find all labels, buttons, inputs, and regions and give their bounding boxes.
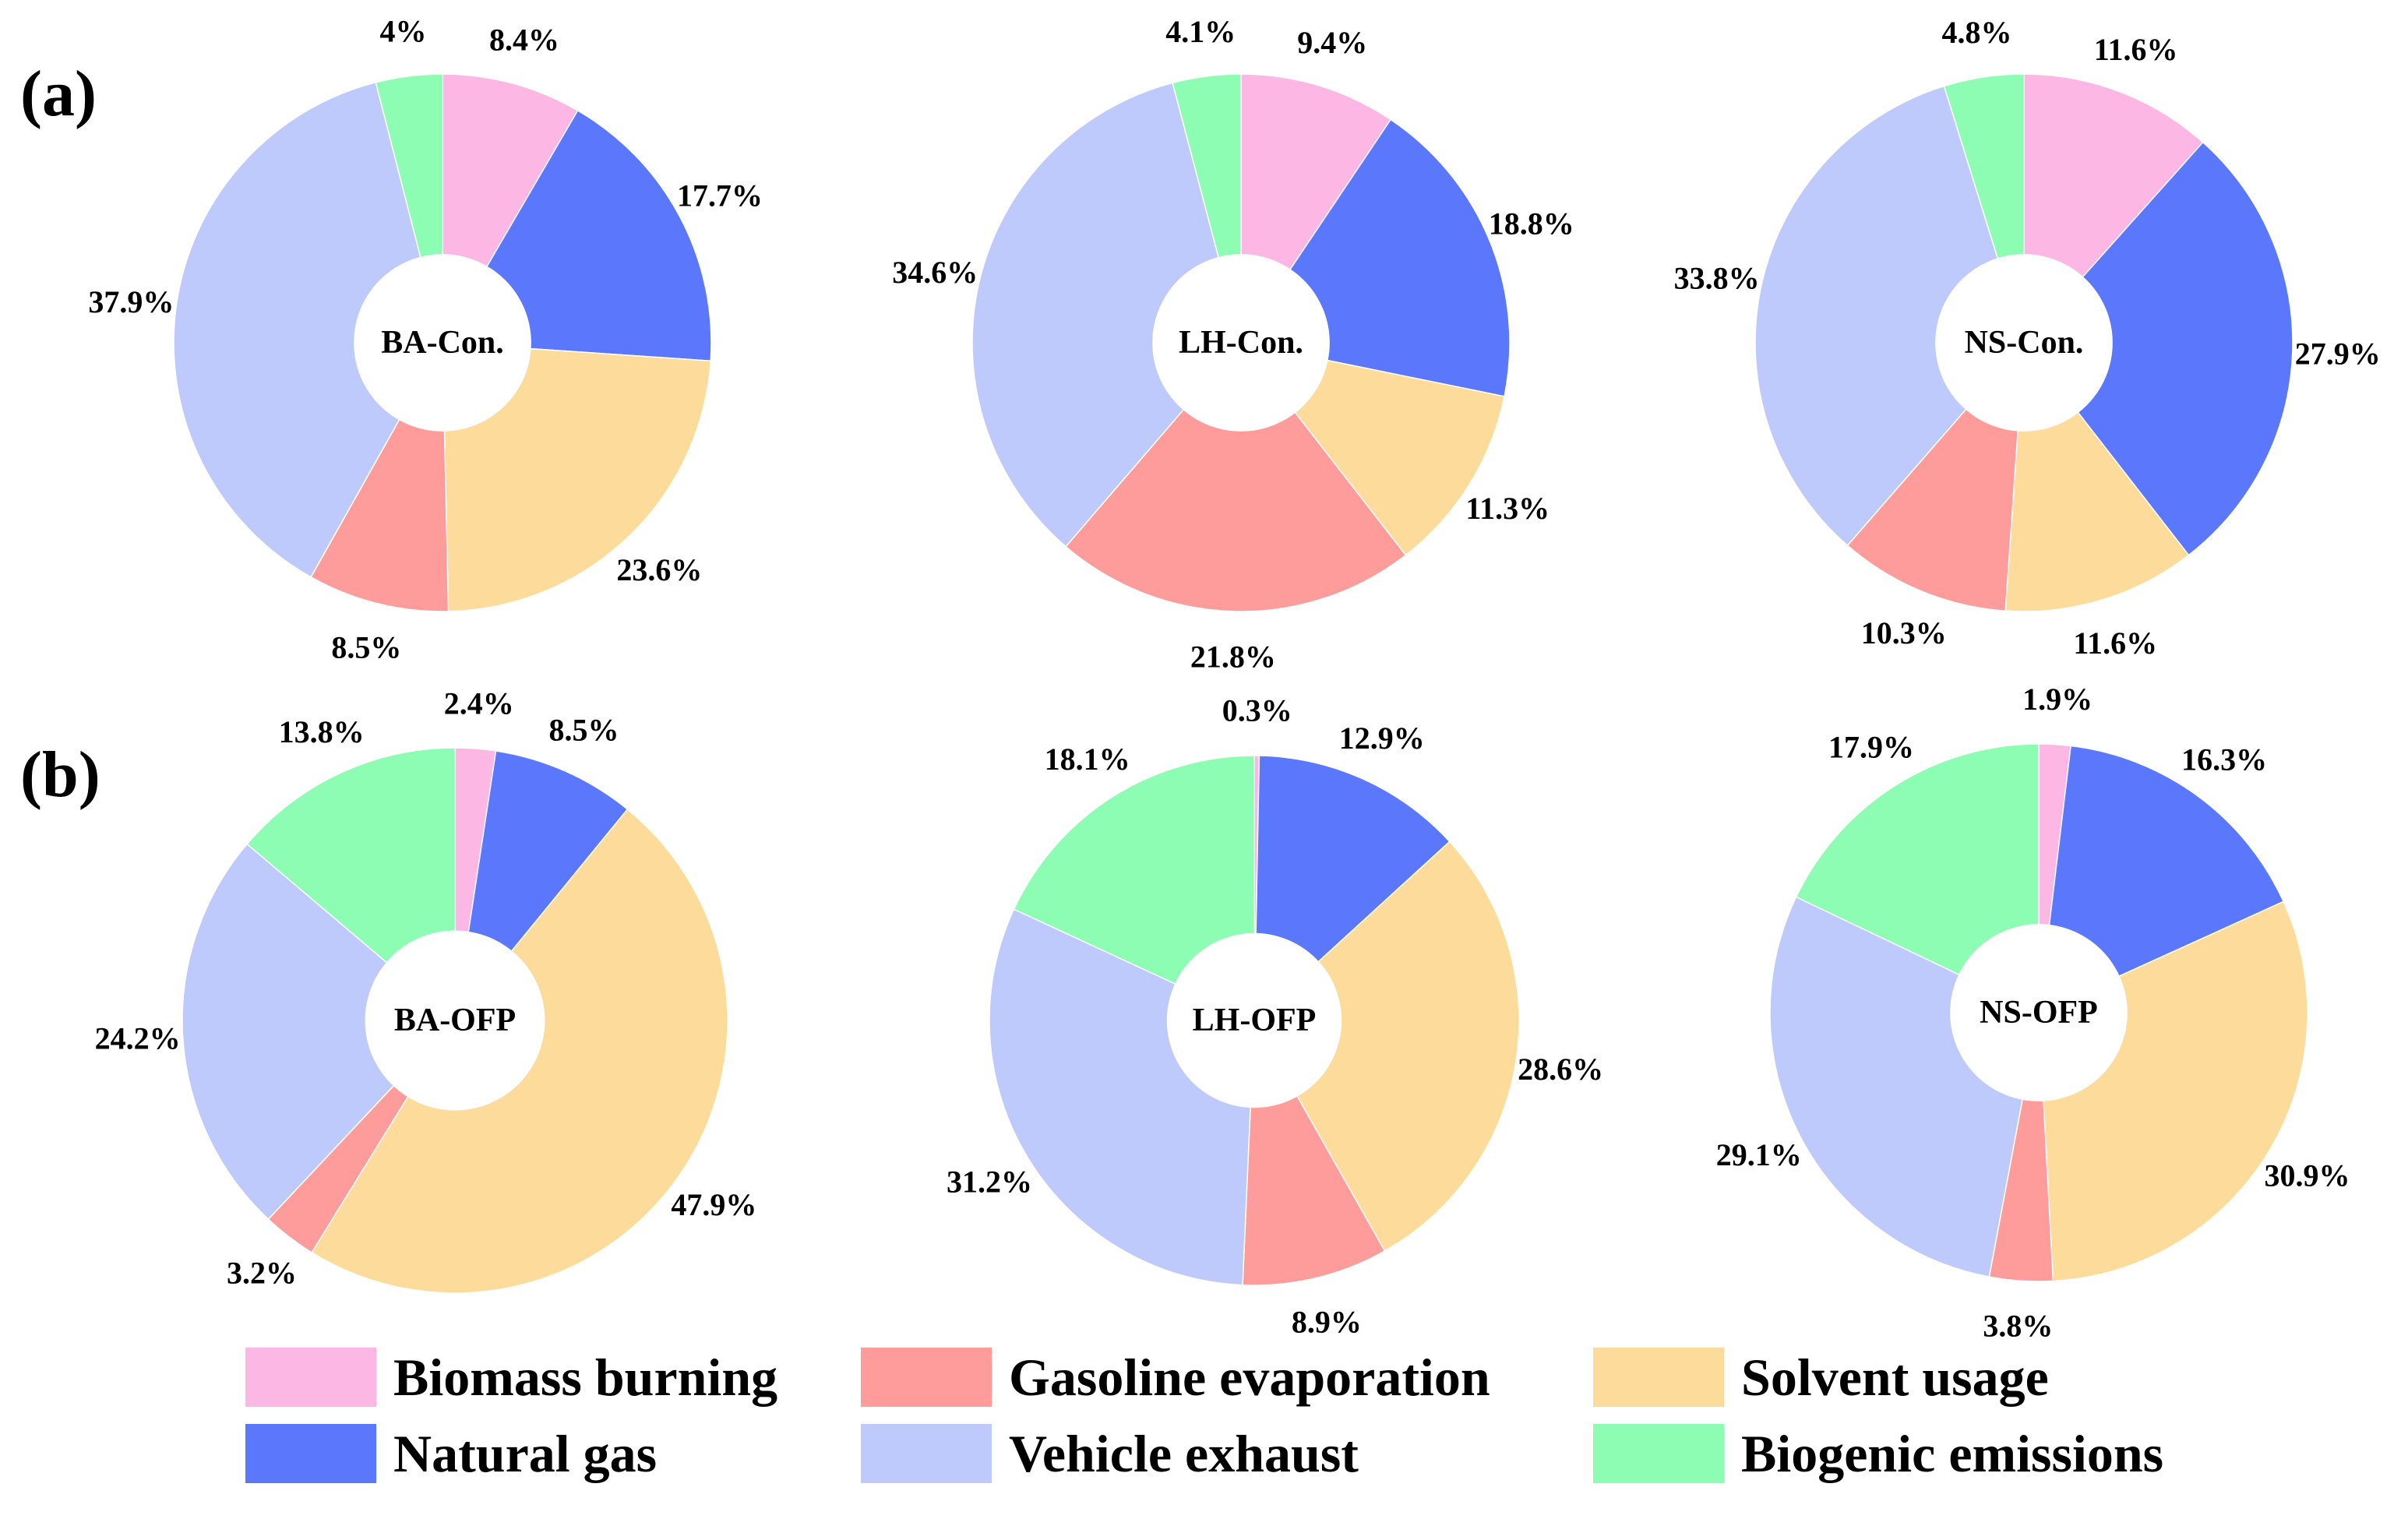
legend-label-gasoline-evaporation: Gasoline evaporation (1009, 1348, 1490, 1407)
slice-ns-con-natural-gas (2023, 141, 2293, 556)
legend: Biomass burning Gasoline evaporation Solve… (245, 1348, 2163, 1483)
pct-label-ba-con-biogenic-emissions: 4% (380, 14, 427, 49)
pct-label-ba-con-biomass-burning: 8.4% (489, 22, 559, 57)
legend-item-biogenic-emissions: Biogenic emissions (1593, 1424, 2163, 1483)
donut-hole-ns-con (1935, 254, 2113, 432)
legend-swatch-gasoline-evaporation (861, 1348, 992, 1407)
slice-lh-ofp-solvent-usage (1253, 841, 1520, 1252)
legend-label-biomass-burning: Biomass burning (393, 1348, 777, 1407)
center-label-lh-ofp: LH-OFP (1193, 1003, 1317, 1038)
pct-label-ba-con-natural-gas: 17.7% (677, 178, 763, 213)
pct-label-ns-con-gasoline-evaporation: 10.3% (1861, 615, 1947, 650)
pct-label-ns-con-biomass-burning: 11.6% (2094, 32, 2178, 67)
donut-hole-lh-con (1152, 254, 1330, 432)
legend-label-solvent-usage: Solvent usage (1741, 1348, 2049, 1407)
donut-lh-con: 9.4% 18.8% 11.3% 21.8% 34.6% 4.1% LH-Con. (892, 14, 1574, 675)
slice-lh-ofp-biogenic-emissions (1013, 755, 1255, 1022)
pct-label-ns-ofp-biomass-burning: 1.9% (2022, 682, 2092, 717)
pct-label-lh-con-vehicle-exhaust: 34.6% (892, 255, 978, 290)
donut-ns-con: 11.6% 27.9% 11.6% 10.3% 33.8% 4.8% NS-Con. (1674, 15, 2381, 661)
pct-label-lh-ofp-gasoline-evaporation: 8.9% (1292, 1305, 1362, 1340)
pct-label-ba-ofp-solvent-usage: 47.9% (671, 1187, 756, 1222)
pct-label-ba-ofp-gasoline-evaporation: 3.2% (227, 1255, 297, 1290)
legend-label-biogenic-emissions: Biogenic emissions (1741, 1424, 2163, 1483)
pct-label-ns-ofp-biogenic-emissions: 17.9% (1828, 730, 1914, 765)
pct-label-ba-ofp-vehicle-exhaust: 24.2% (95, 1021, 181, 1056)
pct-label-ns-con-biogenic-emissions: 4.8% (1941, 15, 2011, 50)
legend-label-natural-gas: Natural gas (393, 1424, 657, 1483)
pct-label-lh-con-biogenic-emissions: 4.1% (1165, 14, 1236, 49)
pct-label-ba-con-vehicle-exhaust: 37.9% (88, 284, 174, 319)
pct-label-lh-con-natural-gas: 18.8% (1489, 206, 1574, 241)
pct-label-ns-ofp-natural-gas: 16.3% (2181, 742, 2267, 777)
pct-label-ns-ofp-solvent-usage: 30.9% (2264, 1158, 2350, 1193)
donut-hole-ba-con (354, 254, 531, 432)
center-label-lh-con: LH-Con. (1179, 325, 1303, 361)
pct-label-lh-ofp-biogenic-emissions: 18.1% (1045, 742, 1130, 777)
center-label-ns-con: NS-Con. (1965, 325, 2084, 361)
pct-label-ns-con-solvent-usage: 11.6% (2073, 626, 2157, 661)
pct-label-ba-ofp-natural-gas: 8.5% (549, 713, 619, 748)
donut-ba-ofp: 2.4% 8.5% 47.9% 3.2% 24.2% 13.8% BA-OFP (95, 686, 756, 1294)
pct-label-ba-ofp-biomass-burning: 2.4% (444, 686, 514, 721)
panel-label-a: (a) (20, 58, 97, 130)
legend-swatch-biomass-burning (245, 1348, 376, 1407)
pct-label-ns-con-vehicle-exhaust: 33.8% (1674, 261, 1760, 296)
donut-ns-ofp: 1.9% 16.3% 30.9% 3.8% 29.1% 17.9% NS-OFP (1716, 682, 2350, 1343)
donut-lh-ofp: 0.3% 12.9% 28.6% 8.9% 31.2% 18.1% LH-OFP (947, 693, 1603, 1340)
slice-ns-con-vehicle-exhaust (1754, 85, 2025, 547)
pct-label-ns-ofp-vehicle-exhaust: 29.1% (1716, 1137, 1802, 1172)
legend-item-vehicle-exhaust: Vehicle exhaust (861, 1424, 1359, 1483)
pct-label-ns-ofp-gasoline-evaporation: 3.8% (1983, 1309, 2053, 1344)
donut-ba-con: 8.4% 17.7% 23.6% 8.5% 37.9% 4% BA-Con. (88, 14, 763, 665)
slice-lh-con-vehicle-exhaust (971, 82, 1242, 548)
slice-ba-con-solvent-usage (442, 342, 712, 612)
pct-label-lh-con-biomass-burning: 9.4% (1297, 25, 1367, 60)
legend-swatch-vehicle-exhaust (861, 1424, 992, 1483)
center-label-ns-ofp: NS-OFP (1980, 995, 2098, 1031)
pct-label-ns-con-natural-gas: 27.9% (2295, 336, 2381, 371)
center-label-ba-con: BA-Con. (381, 325, 504, 361)
pct-label-ba-con-solvent-usage: 23.6% (616, 552, 702, 587)
panel-label-b: (b) (20, 738, 100, 811)
pct-label-ba-ofp-biogenic-emissions: 13.8% (279, 714, 365, 749)
pct-label-ba-con-gasoline-evaporation: 8.5% (331, 629, 401, 664)
slice-ba-con-vehicle-exhaust (173, 81, 443, 578)
slice-ba-ofp-vehicle-exhaust (182, 843, 457, 1221)
legend-label-vehicle-exhaust: Vehicle exhaust (1009, 1424, 1359, 1483)
slice-ns-ofp-natural-gas (2038, 745, 2285, 1014)
legend-swatch-solvent-usage (1593, 1348, 1724, 1407)
donut-charts: 8.4% 17.7% 23.6% 8.5% 37.9% 4% BA-Con. 9.4% 18.8… (88, 14, 2380, 1344)
pct-label-lh-ofp-solvent-usage: 28.6% (1518, 1052, 1603, 1087)
donut-hole-ba-ofp (365, 930, 545, 1111)
legend-item-natural-gas: Natural gas (245, 1424, 657, 1483)
pct-label-lh-con-gasoline-evaporation: 21.8% (1190, 639, 1276, 674)
legend-swatch-biogenic-emissions (1593, 1424, 1724, 1483)
legend-item-solvent-usage: Solvent usage (1593, 1348, 2049, 1407)
slice-lh-con-gasoline-evaporation (1065, 341, 1407, 612)
pct-label-lh-con-solvent-usage: 11.3% (1465, 491, 1550, 526)
donut-hole-lh-ofp (1166, 932, 1342, 1108)
legend-swatch-natural-gas (245, 1424, 376, 1483)
pct-label-lh-ofp-natural-gas: 12.9% (1339, 721, 1425, 756)
slice-ns-ofp-biogenic-emissions (1795, 743, 2040, 1014)
legend-item-gasoline-evaporation: Gasoline evaporation (861, 1348, 1490, 1407)
center-label-ba-ofp: BA-OFP (394, 1003, 516, 1038)
legend-item-biomass-burning: Biomass burning (245, 1348, 777, 1407)
pct-label-lh-ofp-biomass-burning: 0.3% (1222, 693, 1292, 728)
donut-hole-ns-ofp (1950, 924, 2128, 1101)
pct-label-lh-ofp-vehicle-exhaust: 31.2% (947, 1164, 1032, 1199)
